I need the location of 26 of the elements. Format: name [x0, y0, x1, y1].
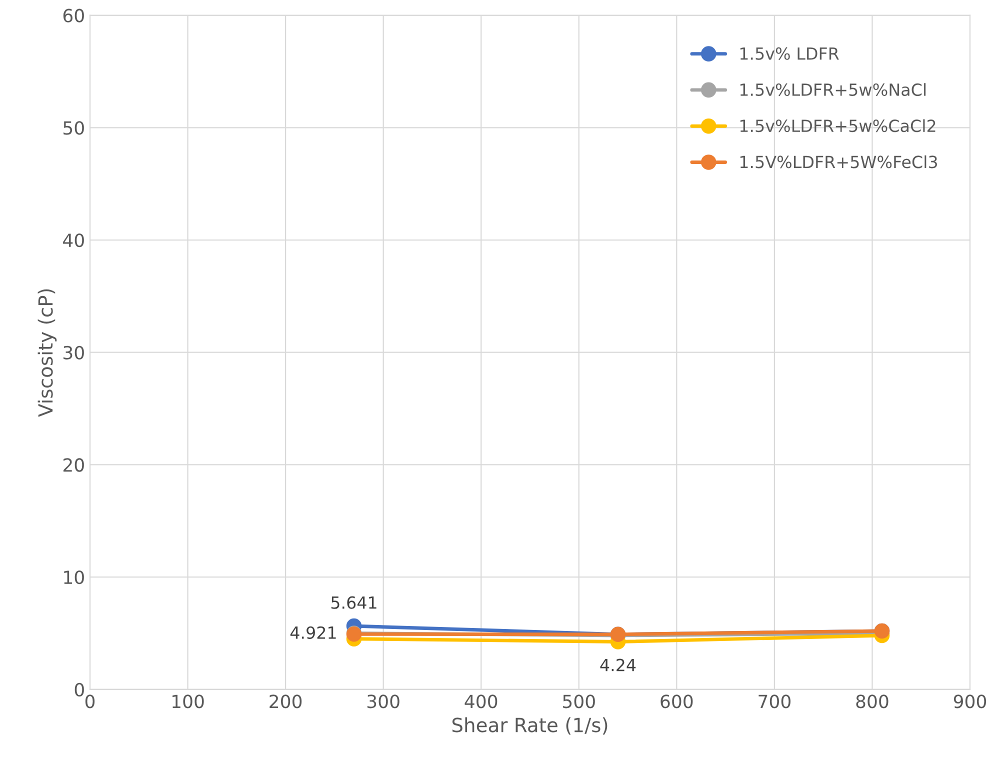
legend-label: 1.5V%LDFR+5W%FeCl3: [740, 155, 937, 168]
x-tick-label: 700: [758, 694, 790, 708]
legend-label: 1.5v%LDFR+5w%CaCl2: [740, 119, 936, 132]
x-tick-label: 600: [660, 694, 693, 708]
y-tick-label: 20: [63, 458, 84, 472]
x-tick-label: 100: [172, 694, 204, 708]
legend-label: 1.5v%LDFR+5w%NaCl: [740, 83, 926, 96]
x-tick-label: 400: [464, 694, 498, 708]
y-tick-label: 30: [64, 346, 84, 360]
y-tick-label: 10: [64, 570, 84, 584]
x-tick-label: 0: [85, 694, 95, 708]
y-tick-label: 40: [63, 233, 84, 248]
data-label: 4.24: [600, 658, 636, 672]
y-tick-label: 0: [74, 682, 84, 697]
legend-label: 1.5v% LDFR: [740, 47, 839, 60]
x-tick-label: 300: [367, 694, 400, 708]
data-label: 5.641: [331, 596, 376, 609]
x-tick-label: 800: [856, 694, 888, 708]
x-axis-title: Shear Rate (1/s): [452, 717, 608, 735]
y-axis-title: Viscosity (cP): [38, 289, 57, 417]
y-tick-label: 50: [64, 121, 84, 135]
x-tick-label: 200: [270, 694, 302, 708]
x-tick-label: 500: [563, 694, 595, 708]
y-tick-label: 60: [63, 8, 84, 22]
x-tick-label: 900: [954, 694, 986, 708]
data-label: 4.921: [290, 626, 336, 639]
